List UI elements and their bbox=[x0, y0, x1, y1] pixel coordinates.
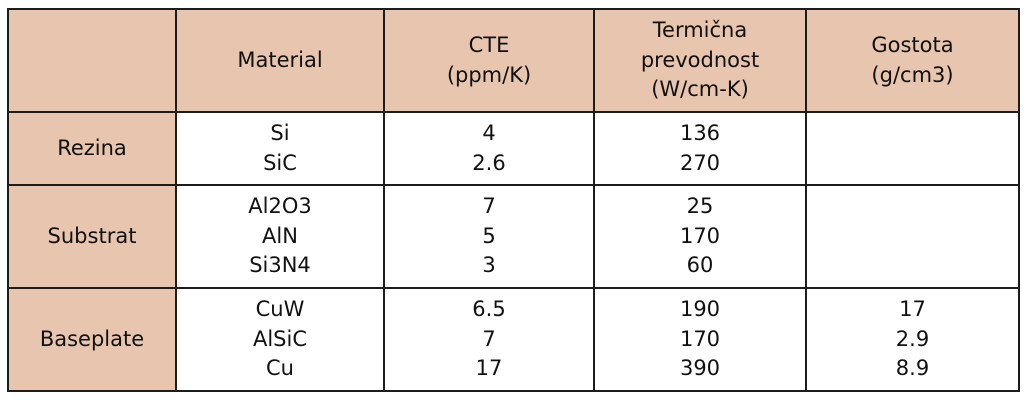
table-row-substrat: Substrat Al2O3 AlN Si3N4 7 5 3 25 170 60 bbox=[7, 184, 1020, 289]
header-cell-material: Material bbox=[175, 8, 385, 113]
table-row-rezina: Rezina Si SiC 4 2.6 136 270 bbox=[7, 111, 1020, 186]
cell-rezina-thermal-conductivity: 136 270 bbox=[593, 111, 807, 186]
cell-rezina-material: Si SiC bbox=[175, 111, 385, 186]
cell-substrat-material: Al2O3 AlN Si3N4 bbox=[175, 184, 385, 289]
cell-substrat-cte: 7 5 3 bbox=[383, 184, 595, 289]
row-label-rezina: Rezina bbox=[7, 111, 177, 186]
cell-rezina-density bbox=[805, 111, 1020, 186]
header-cell-corner bbox=[7, 8, 177, 113]
table-row-baseplate: Baseplate CuW AlSiC Cu 6.5 7 17 190 170 … bbox=[7, 287, 1020, 392]
row-label-substrat: Substrat bbox=[7, 184, 177, 289]
header-cell-thermal-conductivity: Termična prevodnost (W/cm-K) bbox=[593, 8, 807, 113]
cell-baseplate-cte: 6.5 7 17 bbox=[383, 287, 595, 392]
row-label-baseplate: Baseplate bbox=[7, 287, 177, 392]
cell-substrat-thermal-conductivity: 25 170 60 bbox=[593, 184, 807, 289]
cell-baseplate-material: CuW AlSiC Cu bbox=[175, 287, 385, 392]
cell-substrat-density bbox=[805, 184, 1020, 289]
materials-properties-table: Material CTE (ppm/K) Termična prevodnost… bbox=[7, 8, 1020, 392]
header-cell-cte: CTE (ppm/K) bbox=[383, 8, 595, 113]
header-cell-density: Gostota (g/cm3) bbox=[805, 8, 1020, 113]
cell-baseplate-density: 17 2.9 8.9 bbox=[805, 287, 1020, 392]
cell-baseplate-thermal-conductivity: 190 170 390 bbox=[593, 287, 807, 392]
cell-rezina-cte: 4 2.6 bbox=[383, 111, 595, 186]
header-row: Material CTE (ppm/K) Termična prevodnost… bbox=[7, 8, 1020, 113]
